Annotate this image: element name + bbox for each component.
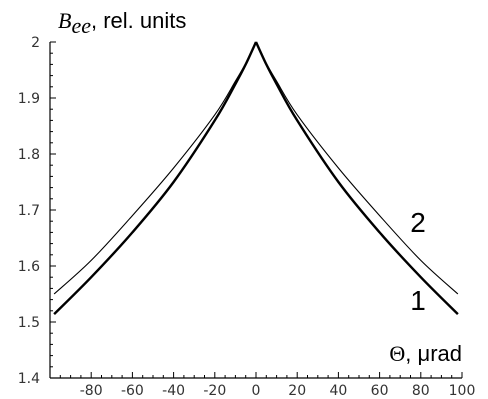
x-tick-label: -20 (203, 383, 226, 399)
x-tick-label: -60 (121, 383, 144, 399)
x-tick-label: 80 (412, 383, 430, 399)
y-tick-label: 1.6 (18, 259, 40, 275)
labels-layer: 1 2 Bee, rel. units Θ, μrad (58, 8, 462, 366)
x-tick-label: 60 (371, 383, 389, 399)
series-2-label: 2 (410, 207, 426, 238)
x-tick-label: -40 (162, 383, 185, 399)
y-tick-label: 1.7 (18, 203, 40, 219)
series-1-line (53, 41, 459, 316)
y-tick-label: 2 (31, 35, 40, 51)
series-2-line (53, 41, 459, 295)
series-1-label: 1 (410, 285, 426, 316)
x-tick-label: -80 (80, 383, 103, 399)
y-tick-label: 1.5 (18, 315, 40, 331)
y-tick-label: 1.9 (18, 91, 40, 107)
axes: 1.4 1.5 1.6 1.7 1.8 1.9 2 -80 -60 -40 -20 0 20 40 60 80… (18, 35, 476, 399)
x-tick-label: 40 (329, 383, 347, 399)
x-axis-label: Θ, μrad (389, 341, 462, 366)
x-tick-label: 0 (252, 383, 261, 399)
series-layer (53, 41, 459, 316)
y-axis-label: Bee, rel. units (58, 8, 186, 38)
y-tick-label: 1.4 (18, 371, 40, 387)
y-tick-label: 1.8 (18, 147, 40, 163)
x-tick-label: 20 (288, 383, 306, 399)
x-tick-label: 100 (449, 383, 476, 399)
